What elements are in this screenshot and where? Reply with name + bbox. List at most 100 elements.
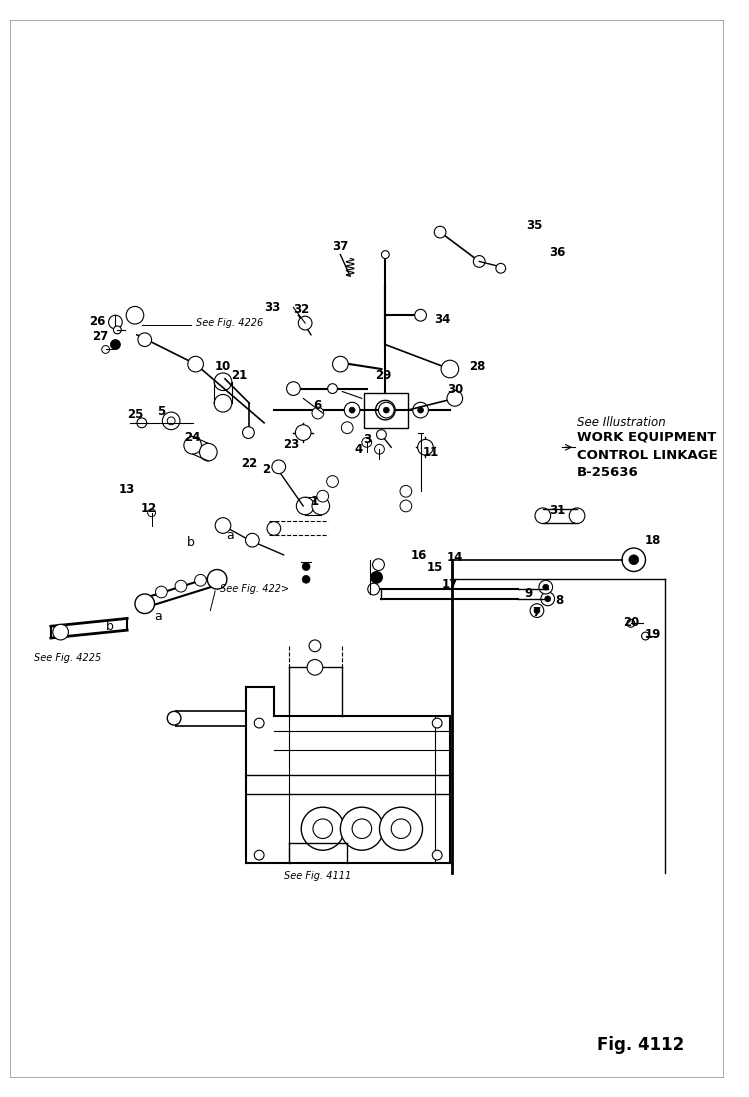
Text: 6: 6 (314, 398, 322, 411)
Circle shape (642, 632, 649, 640)
Circle shape (569, 508, 585, 523)
Text: 37: 37 (333, 240, 348, 253)
Text: 28: 28 (469, 360, 485, 373)
Text: 4: 4 (355, 443, 363, 455)
Text: 5: 5 (157, 405, 166, 418)
Circle shape (541, 592, 554, 606)
Circle shape (415, 309, 426, 321)
Circle shape (368, 584, 380, 595)
Text: 13: 13 (119, 483, 136, 496)
Text: 35: 35 (526, 218, 542, 231)
Text: 12: 12 (141, 502, 157, 516)
Circle shape (543, 585, 549, 590)
Text: 3: 3 (363, 433, 371, 446)
Circle shape (167, 711, 181, 725)
Text: b: b (187, 535, 195, 548)
Bar (364, 394, 408, 428)
Circle shape (496, 263, 506, 273)
Text: 31: 31 (549, 505, 565, 518)
Circle shape (375, 400, 395, 420)
Text: 8: 8 (555, 595, 563, 608)
Circle shape (272, 460, 285, 474)
Circle shape (156, 586, 167, 598)
Text: See Fig. 4226: See Fig. 4226 (195, 318, 263, 328)
Text: See Illustration: See Illustration (577, 416, 666, 429)
Circle shape (352, 819, 372, 838)
Circle shape (340, 807, 383, 850)
Text: 19: 19 (645, 627, 661, 641)
Circle shape (102, 346, 109, 353)
Circle shape (109, 315, 122, 329)
Circle shape (175, 580, 187, 592)
Text: 24: 24 (184, 431, 201, 444)
Text: See Fig. 4225: See Fig. 4225 (34, 653, 101, 663)
Circle shape (342, 422, 353, 433)
Text: 11: 11 (422, 445, 438, 459)
Circle shape (199, 443, 217, 461)
Circle shape (111, 340, 121, 350)
Circle shape (432, 719, 442, 728)
Circle shape (418, 407, 423, 414)
Circle shape (349, 407, 355, 414)
Circle shape (167, 417, 175, 425)
Text: 26: 26 (90, 315, 106, 328)
Circle shape (391, 819, 410, 838)
Circle shape (312, 407, 324, 419)
Text: 22: 22 (241, 457, 258, 471)
Text: B-25636: B-25636 (577, 466, 639, 479)
Circle shape (530, 603, 544, 618)
Circle shape (255, 719, 264, 728)
Circle shape (298, 316, 312, 330)
Circle shape (195, 575, 207, 586)
Circle shape (447, 391, 463, 406)
Circle shape (243, 427, 255, 439)
Text: 17: 17 (442, 578, 458, 590)
Circle shape (215, 518, 231, 533)
Circle shape (302, 576, 310, 584)
Text: 33: 33 (264, 301, 280, 314)
Text: 2: 2 (262, 463, 270, 476)
Circle shape (627, 620, 634, 627)
Circle shape (378, 403, 394, 418)
Circle shape (400, 485, 412, 497)
Text: a: a (226, 529, 234, 542)
Circle shape (539, 580, 553, 593)
Text: 10: 10 (215, 360, 231, 373)
Circle shape (297, 497, 314, 514)
Text: 34: 34 (434, 313, 450, 326)
Circle shape (441, 360, 458, 377)
Circle shape (113, 326, 121, 333)
Text: 1: 1 (311, 495, 319, 508)
Circle shape (317, 490, 329, 502)
Circle shape (377, 430, 386, 440)
Circle shape (345, 403, 360, 418)
Circle shape (327, 476, 339, 487)
Text: 14: 14 (446, 552, 463, 564)
Text: 18: 18 (645, 533, 661, 546)
Circle shape (255, 850, 264, 860)
Circle shape (313, 819, 333, 838)
Text: 36: 36 (549, 246, 565, 259)
Circle shape (534, 608, 540, 613)
Circle shape (327, 384, 337, 394)
Text: 32: 32 (293, 303, 309, 316)
Text: WORK EQUIPMENT: WORK EQUIPMENT (577, 431, 717, 443)
Circle shape (307, 659, 323, 675)
Text: 30: 30 (448, 383, 464, 396)
Circle shape (137, 418, 147, 428)
Circle shape (246, 533, 259, 547)
Text: 15: 15 (427, 561, 443, 574)
Circle shape (214, 373, 231, 391)
Text: 27: 27 (91, 330, 108, 343)
Circle shape (126, 306, 144, 324)
Circle shape (138, 332, 151, 347)
Circle shape (184, 437, 201, 454)
Circle shape (545, 596, 551, 602)
Circle shape (371, 572, 383, 584)
Text: CONTROL LINKAGE: CONTROL LINKAGE (577, 450, 718, 462)
Circle shape (373, 558, 384, 570)
Circle shape (622, 548, 646, 572)
Text: b: b (106, 620, 114, 633)
Circle shape (214, 395, 231, 412)
Circle shape (629, 555, 639, 565)
